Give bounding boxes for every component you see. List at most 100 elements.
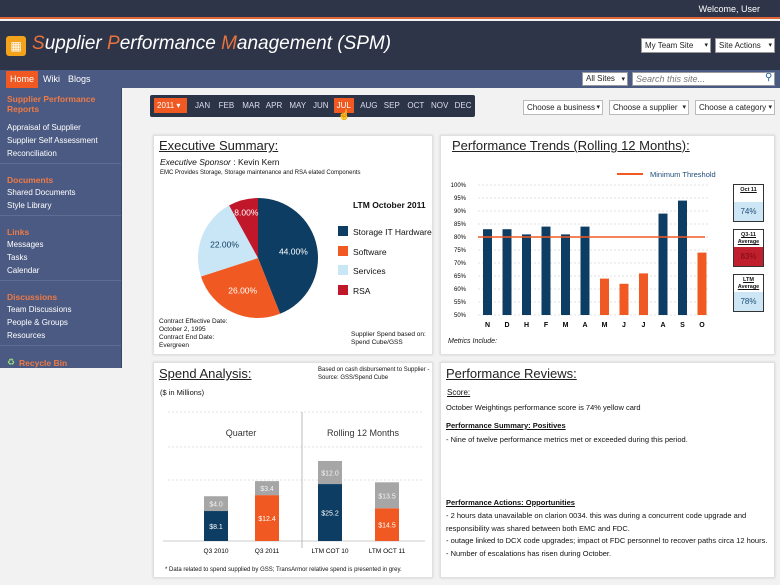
executive-sponsor: Executive Sponsor : Kevin Kern: [160, 157, 280, 167]
positives-heading: Performance Summary: Positives: [446, 421, 566, 430]
supplier-dropdown[interactable]: Choose a supplier: [609, 100, 689, 115]
executive-description: EMC Provides Storage, Storage maintenanc…: [160, 170, 361, 176]
sidebar-item[interactable]: Appraisal of Supplier: [7, 123, 81, 132]
search-input[interactable]: Search this site...: [632, 72, 775, 86]
sidebar-item[interactable]: Shared Documents: [7, 188, 76, 197]
performance-trends-panel: [440, 135, 775, 355]
trend-bar-j: [639, 273, 648, 315]
spend-bar-gss: [318, 484, 342, 541]
spend-bar-gss: [255, 495, 279, 541]
summary-box-label: LTM Average: [737, 277, 760, 290]
top-bar: [0, 0, 780, 19]
recycle-bin-icon: ♻: [7, 357, 16, 367]
search-icon[interactable]: ⚲: [765, 72, 773, 83]
tab-wiki[interactable]: Wiki: [43, 74, 60, 84]
summary-box-value: 78%: [734, 292, 763, 311]
opportunity-item: - outage linked to DCX code upgrades; im…: [446, 536, 768, 545]
trend-bar-a: [658, 213, 668, 315]
title-part: S: [32, 33, 45, 54]
x-tick-label: N: [485, 322, 490, 329]
y-tick-label: 55%: [454, 300, 467, 306]
sidebar-item[interactable]: People & Groups: [7, 318, 68, 327]
sidebar-recycle-bin[interactable]: Recycle Bin: [19, 358, 68, 368]
sidebar-item[interactable]: Reconciliation: [7, 149, 57, 158]
sidebar-item[interactable]: Resources: [7, 331, 46, 340]
bar-value-label: $8.1: [209, 524, 223, 531]
month-sep[interactable]: SEP: [383, 101, 400, 110]
bar-value-label: $14.5: [378, 523, 396, 530]
year-value: 2011: [157, 101, 175, 110]
welcome-user-menu[interactable]: Welcome, User: [698, 4, 760, 14]
pie-slice-storage-it-hardware: [258, 198, 319, 314]
all-sites-dropdown[interactable]: All Sites: [582, 72, 628, 86]
pie-label: 26.00%: [228, 286, 257, 296]
contract-dates: Contract Effective Date: October 2, 1995 C…: [159, 318, 228, 350]
legend-label: Software: [353, 246, 387, 257]
title-part: M: [221, 33, 237, 54]
y-tick-label: 100%: [451, 183, 467, 189]
month-jan[interactable]: JAN: [195, 101, 211, 110]
trend-bar-chart: 50% 55% 60% 65% 70% 75% 80% 85% 90% 95% 100% N D H F M A…: [451, 170, 716, 329]
tab-home[interactable]: Home: [6, 71, 39, 88]
sidebar-divider: [0, 163, 121, 164]
x-tick-label: O: [699, 322, 705, 329]
contract-line: Evergreen: [159, 342, 189, 349]
sidebar-item[interactable]: Supplier Self Assessment: [7, 136, 98, 145]
trend-bar-s: [678, 200, 687, 315]
month-jul[interactable]: JUL: [333, 98, 354, 113]
spend-units: ($ in Millions): [160, 388, 205, 397]
x-tick-label: Q3 2011: [255, 548, 280, 555]
sidebar-heading-2[interactable]: Links: [7, 227, 30, 237]
x-tick-label: D: [504, 322, 509, 329]
spend-basis-note: Supplier Spend based on: Spend Cube/GSS: [351, 331, 426, 347]
spend-footnote: * Data related to spend supplied by GSS;…: [165, 567, 402, 573]
pie-slice-rsa: [229, 198, 258, 258]
opportunity-item: - Number of escalations has risen during…: [446, 548, 612, 558]
x-tick-label: M: [602, 322, 608, 329]
bar-value-label: $25.2: [321, 511, 339, 518]
sidebar-divider: [0, 345, 121, 346]
month-feb[interactable]: FEB: [218, 101, 235, 110]
month-oct[interactable]: OCT: [407, 101, 425, 110]
x-tick-label: S: [680, 322, 685, 329]
spend-analysis-title: Spend Analysis:: [159, 366, 252, 381]
contract-line: Contract Effective Date:: [159, 318, 228, 325]
sidebar-heading-0[interactable]: Supplier Performance Reports: [7, 94, 96, 114]
month-mar[interactable]: MAR: [242, 101, 260, 110]
y-tick-label: 85%: [454, 222, 467, 228]
month-apr[interactable]: APR: [265, 101, 283, 110]
month-nov[interactable]: NOV: [431, 101, 449, 110]
month-may[interactable]: MAY: [289, 101, 307, 110]
sidebar-item[interactable]: Style Library: [7, 201, 52, 210]
x-tick-label: A: [582, 322, 587, 329]
sidebar-item[interactable]: Messages: [7, 240, 44, 249]
month-jun[interactable]: JUN: [313, 101, 329, 110]
summary-box-value: 74%: [734, 202, 763, 221]
month-aug[interactable]: AUG: [360, 101, 378, 110]
pie-chart: 44.00% 26.00% 22.00% 8.00%: [198, 198, 319, 318]
y-tick-label: 90%: [454, 209, 467, 215]
business-dropdown[interactable]: Choose a business: [523, 100, 603, 115]
bar-value-label: $3.4: [260, 486, 274, 493]
category-dropdown[interactable]: Choose a category: [695, 100, 775, 115]
sidebar-item[interactable]: Tasks: [7, 253, 28, 262]
spend-bar-gss: [204, 511, 228, 541]
sidebar-heading-3[interactable]: Discussions: [7, 292, 58, 302]
legend-label: Storage IT Hardware: [353, 227, 432, 237]
site-actions-dropdown[interactable]: Site Actions: [715, 38, 775, 53]
pie-label: 8.00%: [234, 208, 259, 218]
sidebar: [0, 88, 122, 368]
y-tick-label: 70%: [454, 261, 467, 267]
y-tick-label: 60%: [454, 287, 467, 293]
sidebar-item[interactable]: Calendar: [7, 266, 40, 275]
sidebar-item[interactable]: Team Discussions: [7, 305, 72, 314]
sidebar-heading-1[interactable]: Documents: [7, 175, 54, 185]
my-team-site-dropdown[interactable]: My Team Site: [641, 38, 711, 53]
opportunities-list: - 2 hours data unavailable on clarion 00…: [446, 510, 771, 560]
month-dec[interactable]: DEC: [454, 101, 472, 110]
spend-bar-transarmor: [255, 481, 279, 496]
title-part: upplier: [44, 33, 108, 54]
x-tick-label: F: [544, 322, 549, 329]
year-dropdown[interactable]: 2011 ▾: [154, 98, 187, 113]
tab-blogs[interactable]: Blogs: [68, 74, 91, 84]
